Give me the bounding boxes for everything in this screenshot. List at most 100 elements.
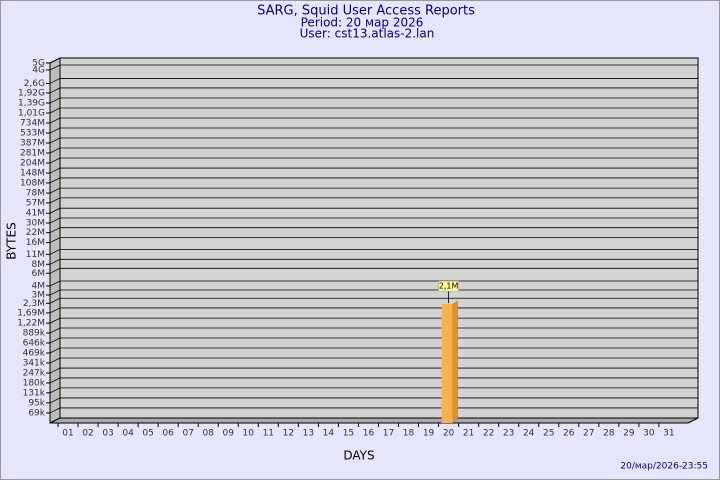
x-tick-label: 26 bbox=[563, 429, 575, 439]
grid-line bbox=[49, 167, 698, 174]
x-tick-label: 08 bbox=[202, 429, 214, 439]
y-tick-label: 469k bbox=[23, 349, 46, 359]
x-tick-label: 21 bbox=[463, 429, 474, 439]
y-tick-label: 108M bbox=[20, 178, 45, 188]
timestamp: 20/мар/2026-23:55 bbox=[620, 462, 708, 472]
grid-line bbox=[49, 407, 698, 414]
y-tick-label: 16M bbox=[26, 238, 45, 248]
grid-line bbox=[49, 227, 698, 234]
grid-line bbox=[49, 187, 698, 194]
grid-line bbox=[49, 157, 698, 164]
y-tick-label: 2,3M bbox=[23, 299, 45, 309]
grid-line bbox=[49, 289, 698, 296]
grid-line bbox=[49, 258, 698, 265]
y-tick-label: 4G bbox=[32, 65, 45, 75]
y-tick-label: 78M bbox=[26, 189, 45, 199]
y-tick-label: 734M bbox=[20, 118, 45, 128]
y-tick-label: 148M bbox=[20, 169, 45, 179]
x-tick-label: 12 bbox=[283, 429, 294, 439]
grid-line bbox=[49, 97, 698, 104]
y-tick-label: 180k bbox=[23, 378, 46, 388]
y-tick-label: 6M bbox=[32, 269, 46, 279]
grid-line bbox=[49, 397, 698, 404]
x-tick-label: 23 bbox=[503, 429, 514, 439]
grid-line bbox=[49, 267, 698, 274]
x-tick-label: 03 bbox=[102, 429, 113, 439]
grid-line bbox=[49, 377, 698, 384]
bar bbox=[441, 304, 453, 423]
x-tick-label: 01 bbox=[62, 429, 73, 439]
y-tick-label: 341k bbox=[23, 358, 46, 368]
x-tick-label: 15 bbox=[343, 429, 354, 439]
x-tick-label: 31 bbox=[663, 429, 674, 439]
x-tick-label: 29 bbox=[623, 429, 635, 439]
grid-line bbox=[49, 64, 698, 71]
grid-line bbox=[49, 307, 698, 314]
grid-line bbox=[49, 137, 698, 144]
y-tick-label: 4M bbox=[32, 281, 46, 291]
grid-line bbox=[49, 327, 698, 334]
y-tick-label: 131k bbox=[23, 388, 46, 398]
grid-line bbox=[49, 347, 698, 354]
y-tick-label: 387M bbox=[20, 139, 45, 149]
floor bbox=[49, 417, 699, 424]
x-tick-label: 07 bbox=[182, 429, 193, 439]
x-tick-label: 17 bbox=[383, 429, 394, 439]
y-tick-label: 1,69M bbox=[17, 308, 45, 318]
chart-subtitle: Period: 20 мар 2026 bbox=[301, 16, 424, 30]
x-tick-label: 10 bbox=[243, 429, 255, 439]
x-tick-label: 25 bbox=[543, 429, 554, 439]
y-tick-label: 1,22M bbox=[17, 319, 45, 329]
chart-subtitle: User: cst13.atlas-2.lan bbox=[300, 27, 435, 41]
y-tick-label: 30M bbox=[26, 218, 45, 228]
x-tick-label: 27 bbox=[583, 429, 594, 439]
x-axis-title: DAYS bbox=[343, 449, 374, 463]
x-tick-label: 05 bbox=[142, 429, 153, 439]
y-tick-label: 204M bbox=[20, 159, 45, 169]
grid-line bbox=[49, 78, 698, 84]
y-tick-label: 57M bbox=[26, 198, 45, 208]
y-tick-label: 533M bbox=[20, 129, 45, 139]
grid-line bbox=[49, 248, 698, 255]
y-tick-label: 247k bbox=[23, 369, 46, 379]
label-box bbox=[438, 280, 459, 292]
y-tick-label: 1,01G bbox=[18, 109, 45, 119]
y-tick-label: 8M bbox=[32, 260, 46, 270]
y-tick-label: 3M bbox=[32, 290, 46, 300]
x-tick-label: 14 bbox=[323, 429, 335, 439]
y-tick-label: 41M bbox=[26, 209, 45, 219]
grid-line bbox=[49, 177, 698, 184]
bar-side bbox=[452, 300, 458, 424]
y-tick-label: 1,39G bbox=[18, 99, 45, 109]
x-tick-label: 13 bbox=[303, 429, 314, 439]
y-tick-label: 646k bbox=[23, 338, 46, 348]
grid-line bbox=[49, 197, 698, 204]
grid-line bbox=[49, 87, 698, 94]
y-tick-label: 5G bbox=[32, 59, 45, 69]
grid-line bbox=[49, 297, 698, 304]
grid-line bbox=[49, 337, 698, 344]
grid-line bbox=[49, 367, 698, 374]
data-label: 2,1M bbox=[439, 282, 459, 291]
grid-line bbox=[49, 237, 698, 243]
x-tick-label: 11 bbox=[263, 429, 274, 439]
y-tick-label: 22M bbox=[26, 228, 45, 238]
grid-line bbox=[49, 107, 698, 114]
x-tick-label: 24 bbox=[523, 429, 535, 439]
grid-line bbox=[49, 317, 698, 324]
grid-line bbox=[49, 117, 698, 124]
grid-line bbox=[49, 147, 698, 154]
grid-line bbox=[49, 217, 698, 224]
x-tick-label: 18 bbox=[403, 429, 415, 439]
y-tick-label: 2,6G bbox=[24, 79, 45, 89]
x-tick-label: 28 bbox=[603, 429, 615, 439]
y-tick-label: 95k bbox=[28, 398, 45, 408]
grid-line bbox=[49, 280, 698, 287]
y-tick-label: 11M bbox=[26, 250, 45, 260]
x-tick-label: 16 bbox=[363, 429, 375, 439]
y-tick-label: 889k bbox=[23, 329, 46, 339]
x-tick-label: 06 bbox=[162, 429, 174, 439]
grid-line bbox=[49, 207, 698, 214]
x-tick-label: 04 bbox=[122, 429, 134, 439]
